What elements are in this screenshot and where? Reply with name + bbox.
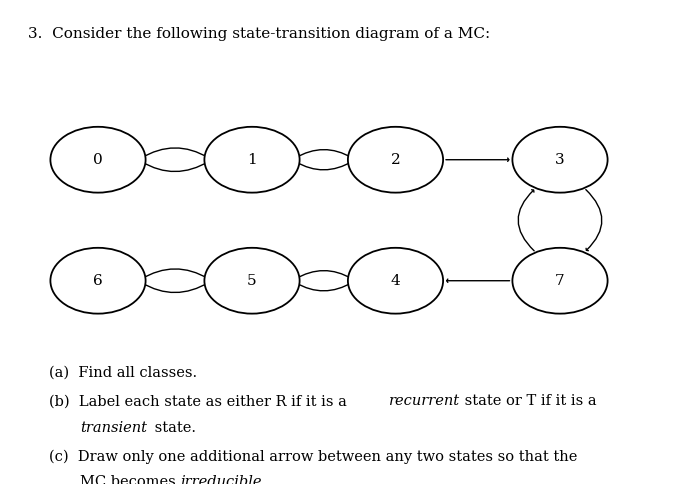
- Text: state.: state.: [150, 421, 197, 435]
- Text: irreducible: irreducible: [181, 475, 262, 484]
- Text: 4: 4: [391, 274, 400, 287]
- Text: state or T if it is a: state or T if it is a: [460, 394, 596, 408]
- Ellipse shape: [50, 248, 146, 314]
- Text: (c)  Draw only one additional arrow between any two states so that the: (c) Draw only one additional arrow betwe…: [49, 449, 577, 464]
- Text: 3.  Consider the following state-transition diagram of a MC:: 3. Consider the following state-transiti…: [28, 27, 490, 41]
- Ellipse shape: [512, 248, 608, 314]
- Text: 7: 7: [555, 274, 565, 287]
- Text: 5: 5: [247, 274, 257, 287]
- Text: (a)  Find all classes.: (a) Find all classes.: [49, 365, 197, 379]
- Text: (b)  Label each state as either R if it is a: (b) Label each state as either R if it i…: [49, 394, 351, 408]
- Text: MC becomes: MC becomes: [80, 475, 181, 484]
- Text: 2: 2: [391, 153, 400, 166]
- Ellipse shape: [50, 127, 146, 193]
- Ellipse shape: [348, 127, 443, 193]
- Text: 0: 0: [93, 153, 103, 166]
- Ellipse shape: [348, 248, 443, 314]
- Text: 1: 1: [247, 153, 257, 166]
- Text: .: .: [260, 475, 265, 484]
- Ellipse shape: [512, 127, 608, 193]
- Text: recurrent: recurrent: [389, 394, 460, 408]
- Text: 6: 6: [93, 274, 103, 287]
- Text: transient: transient: [80, 421, 148, 435]
- Ellipse shape: [204, 127, 300, 193]
- Text: 3: 3: [555, 153, 565, 166]
- Ellipse shape: [204, 248, 300, 314]
